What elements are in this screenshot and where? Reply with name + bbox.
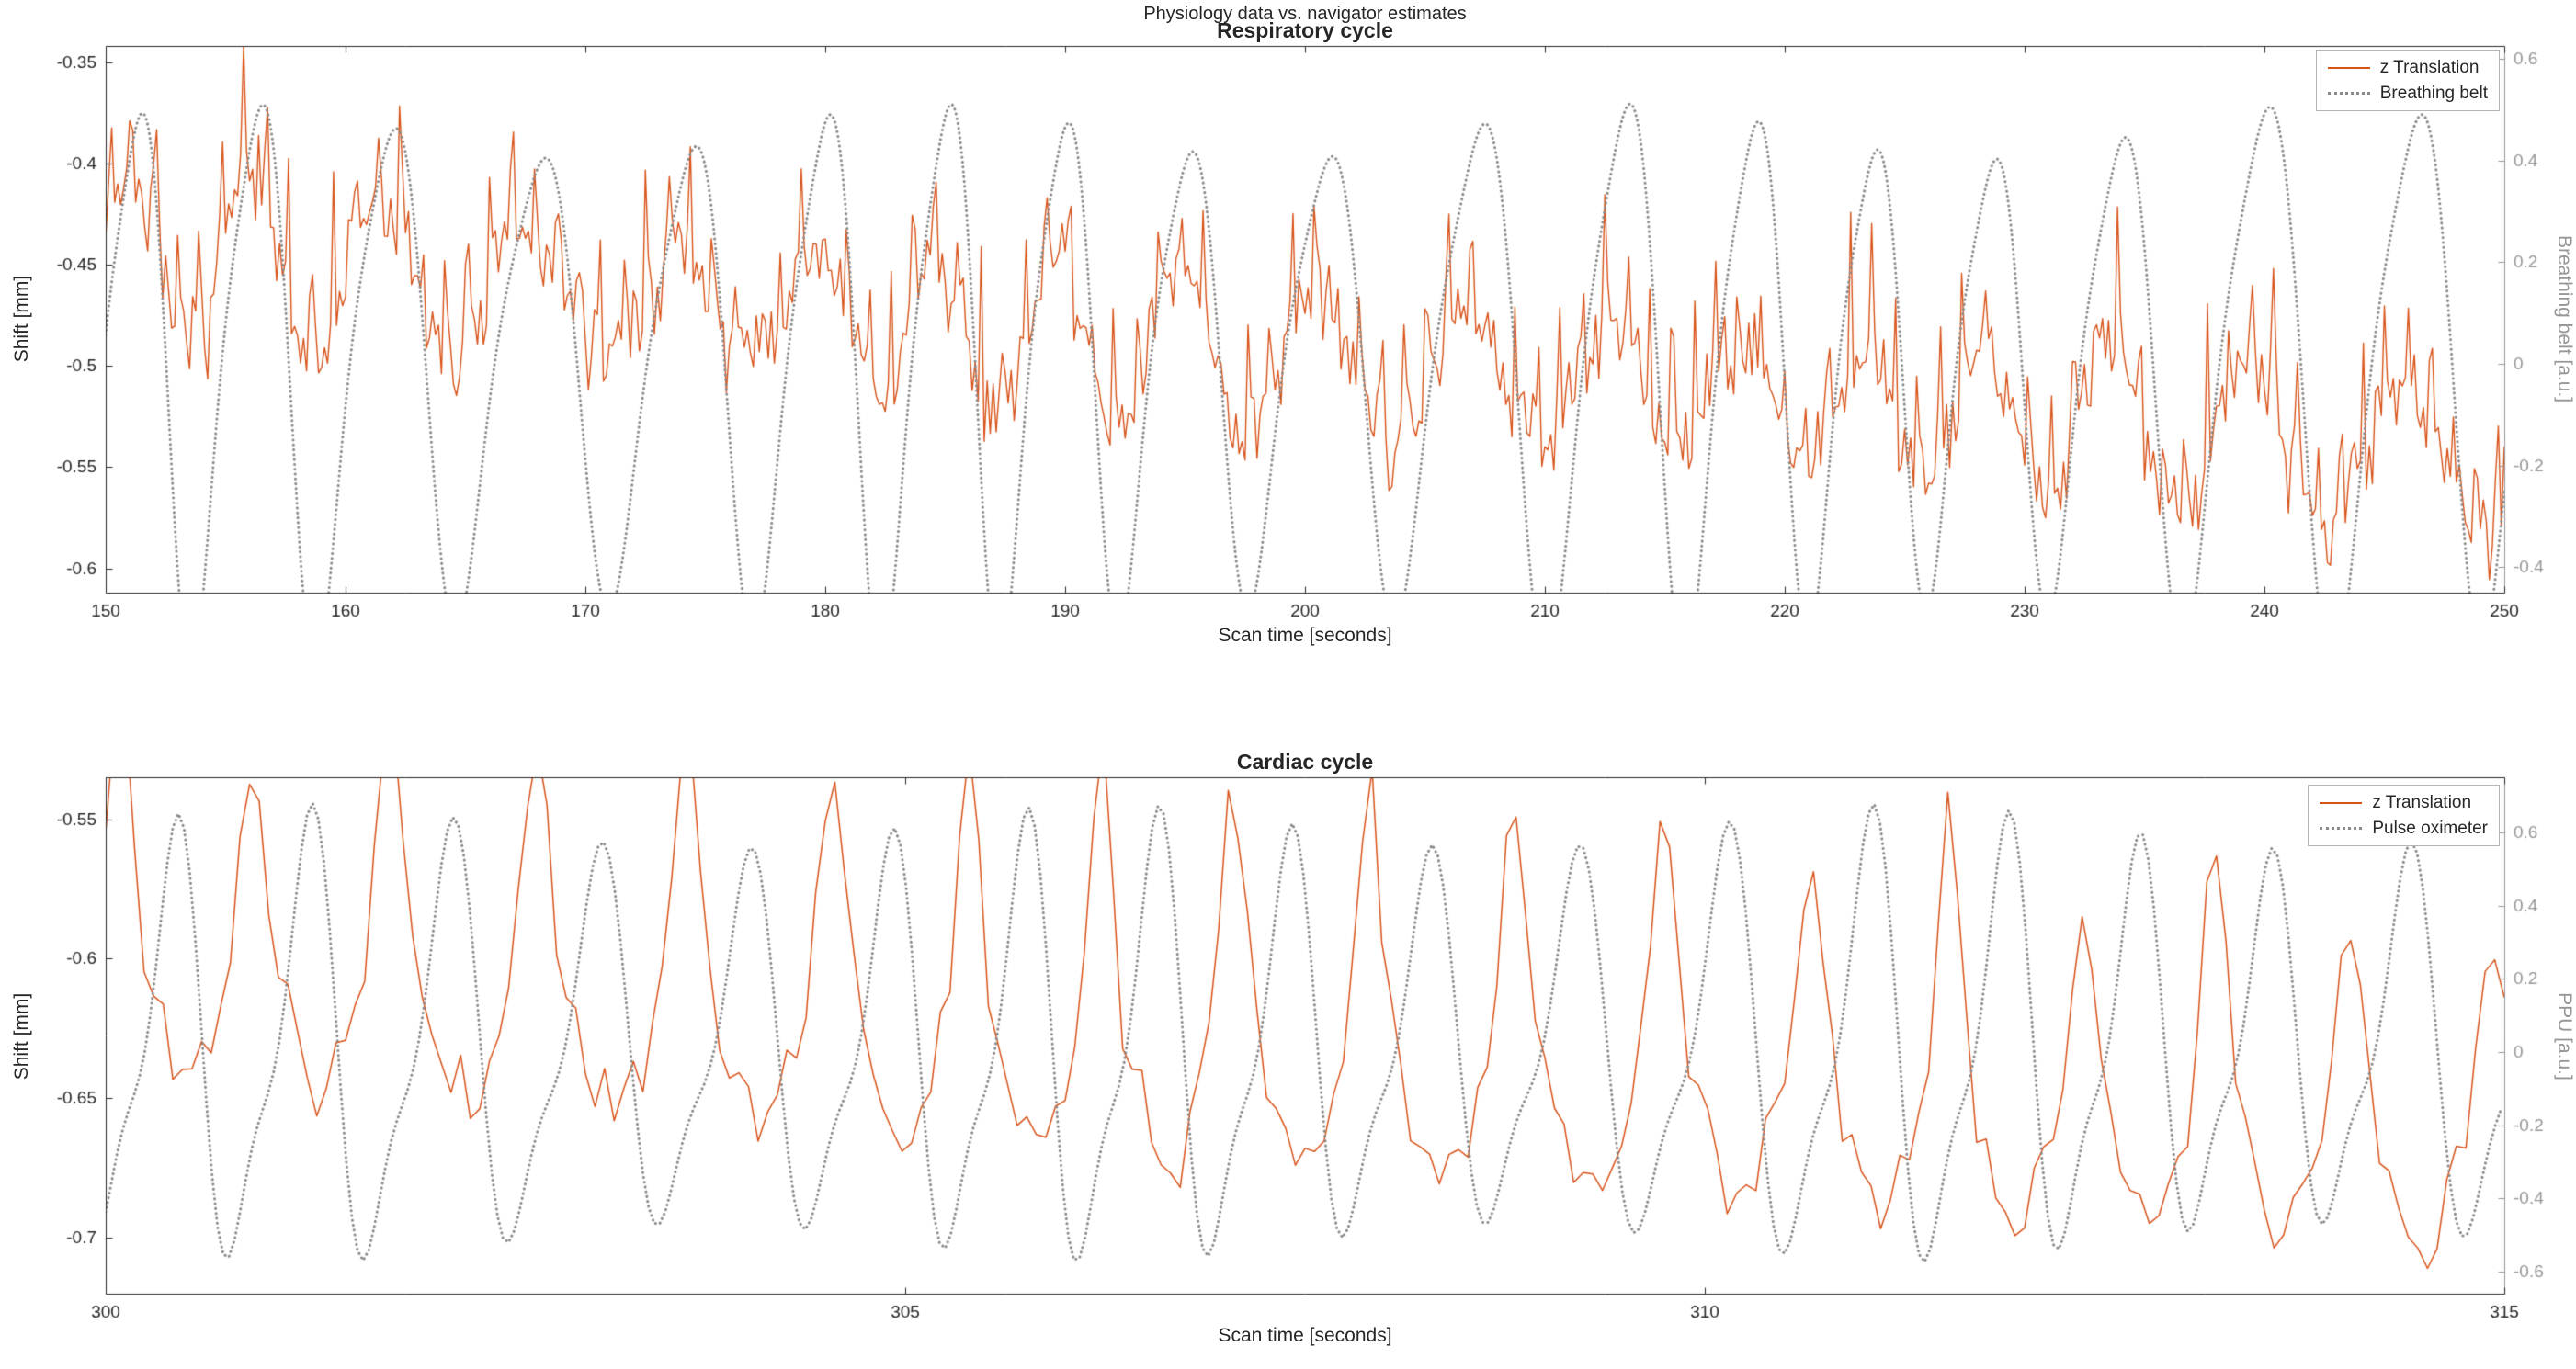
subplot-title-cardiac: Cardiac cycle (1236, 750, 1374, 774)
ylabel-left-respiratory: Shift [mm] (11, 275, 32, 363)
legend-label: Breathing belt (2379, 84, 2488, 103)
legend-item: Breathing belt (2327, 84, 2488, 103)
legend-label: Pulse oximeter (2372, 819, 2488, 838)
legend-respiratory: z Translation Breathing belt (2315, 50, 2500, 111)
legend-item: z Translation (2327, 58, 2488, 77)
pulse-oximeter-line-sample (2320, 827, 2363, 830)
ylabel-right-cardiac: PPU [a.u.] (2554, 992, 2575, 1080)
legend-item: Pulse oximeter (2320, 820, 2488, 837)
xlabel-respiratory: Scan time [seconds] (1218, 625, 1392, 646)
legend-label: z Translation (2379, 58, 2480, 77)
z-translation-line-sample (2327, 66, 2370, 69)
figure-title: Physiology data vs. navigator estimates (1143, 4, 1467, 24)
ylabel-right-respiratory: Breathing belt [a.u.] (2554, 234, 2575, 403)
legend-label: z Translation (2372, 793, 2472, 812)
legend-item: z Translation (2320, 794, 2488, 811)
legend-cardiac: z Translation Pulse oximeter (2308, 785, 2500, 846)
xlabel-cardiac: Scan time [seconds] (1218, 1325, 1392, 1346)
subplot-title-respiratory: Respiratory cycle (1217, 18, 1393, 42)
breathing-belt-line-sample (2327, 92, 2370, 95)
z-translation-line-sample (2320, 801, 2363, 804)
ylabel-left-cardiac: Shift [mm] (11, 992, 32, 1080)
